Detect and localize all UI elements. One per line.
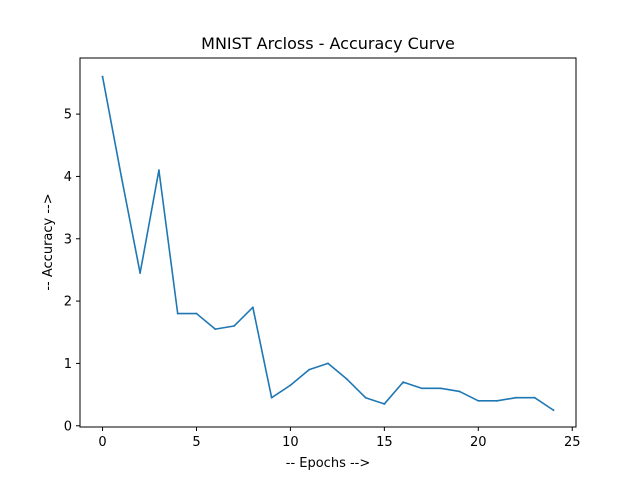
data-point [176,312,179,315]
data-point [458,390,461,393]
data-point [195,312,198,315]
data-point [158,169,160,172]
data-point [139,272,142,274]
series-group [101,75,555,412]
data-point [552,409,555,412]
data-point [214,328,217,331]
data-point [383,403,386,405]
data-point [402,381,405,384]
y-tick-label: 4 [64,170,72,185]
x-axis-label: -- Epochs --> [286,456,371,471]
y-tick-label: 2 [64,295,72,310]
data-point [477,399,480,402]
data-point [289,384,292,387]
data-point [496,399,498,402]
y-tick-label: 5 [64,108,72,123]
data-point [327,362,329,365]
data-point [439,387,442,390]
chart-title: MNIST Arcloss - Accuracy Curve [201,34,455,53]
plot-frame [79,57,577,428]
x-tick-label: 0 [98,435,106,450]
y-tick-label: 3 [64,232,72,247]
data-point [345,378,348,380]
x-tick-label: 25 [564,435,581,450]
data-point [233,325,235,327]
data-point [308,368,311,371]
data-point [270,396,273,399]
data-point [514,396,517,399]
y-axis-label: -- Accuracy --> [41,193,56,290]
data-point [421,387,423,390]
x-tick-label: 5 [192,435,200,450]
x-tick-label: 20 [470,435,487,450]
x-tick-label: 15 [376,435,393,450]
x-tick-label: 10 [282,435,299,450]
data-point [364,396,367,399]
data-point [120,175,123,178]
data-point [533,396,536,399]
data-point [101,75,104,78]
data-point [251,306,254,309]
y-tick-label: 0 [64,419,72,434]
ticks-group: 0 5 10 15 20 25 0 1 2 3 4 5 [64,108,581,450]
y-tick-label: 1 [64,357,72,372]
